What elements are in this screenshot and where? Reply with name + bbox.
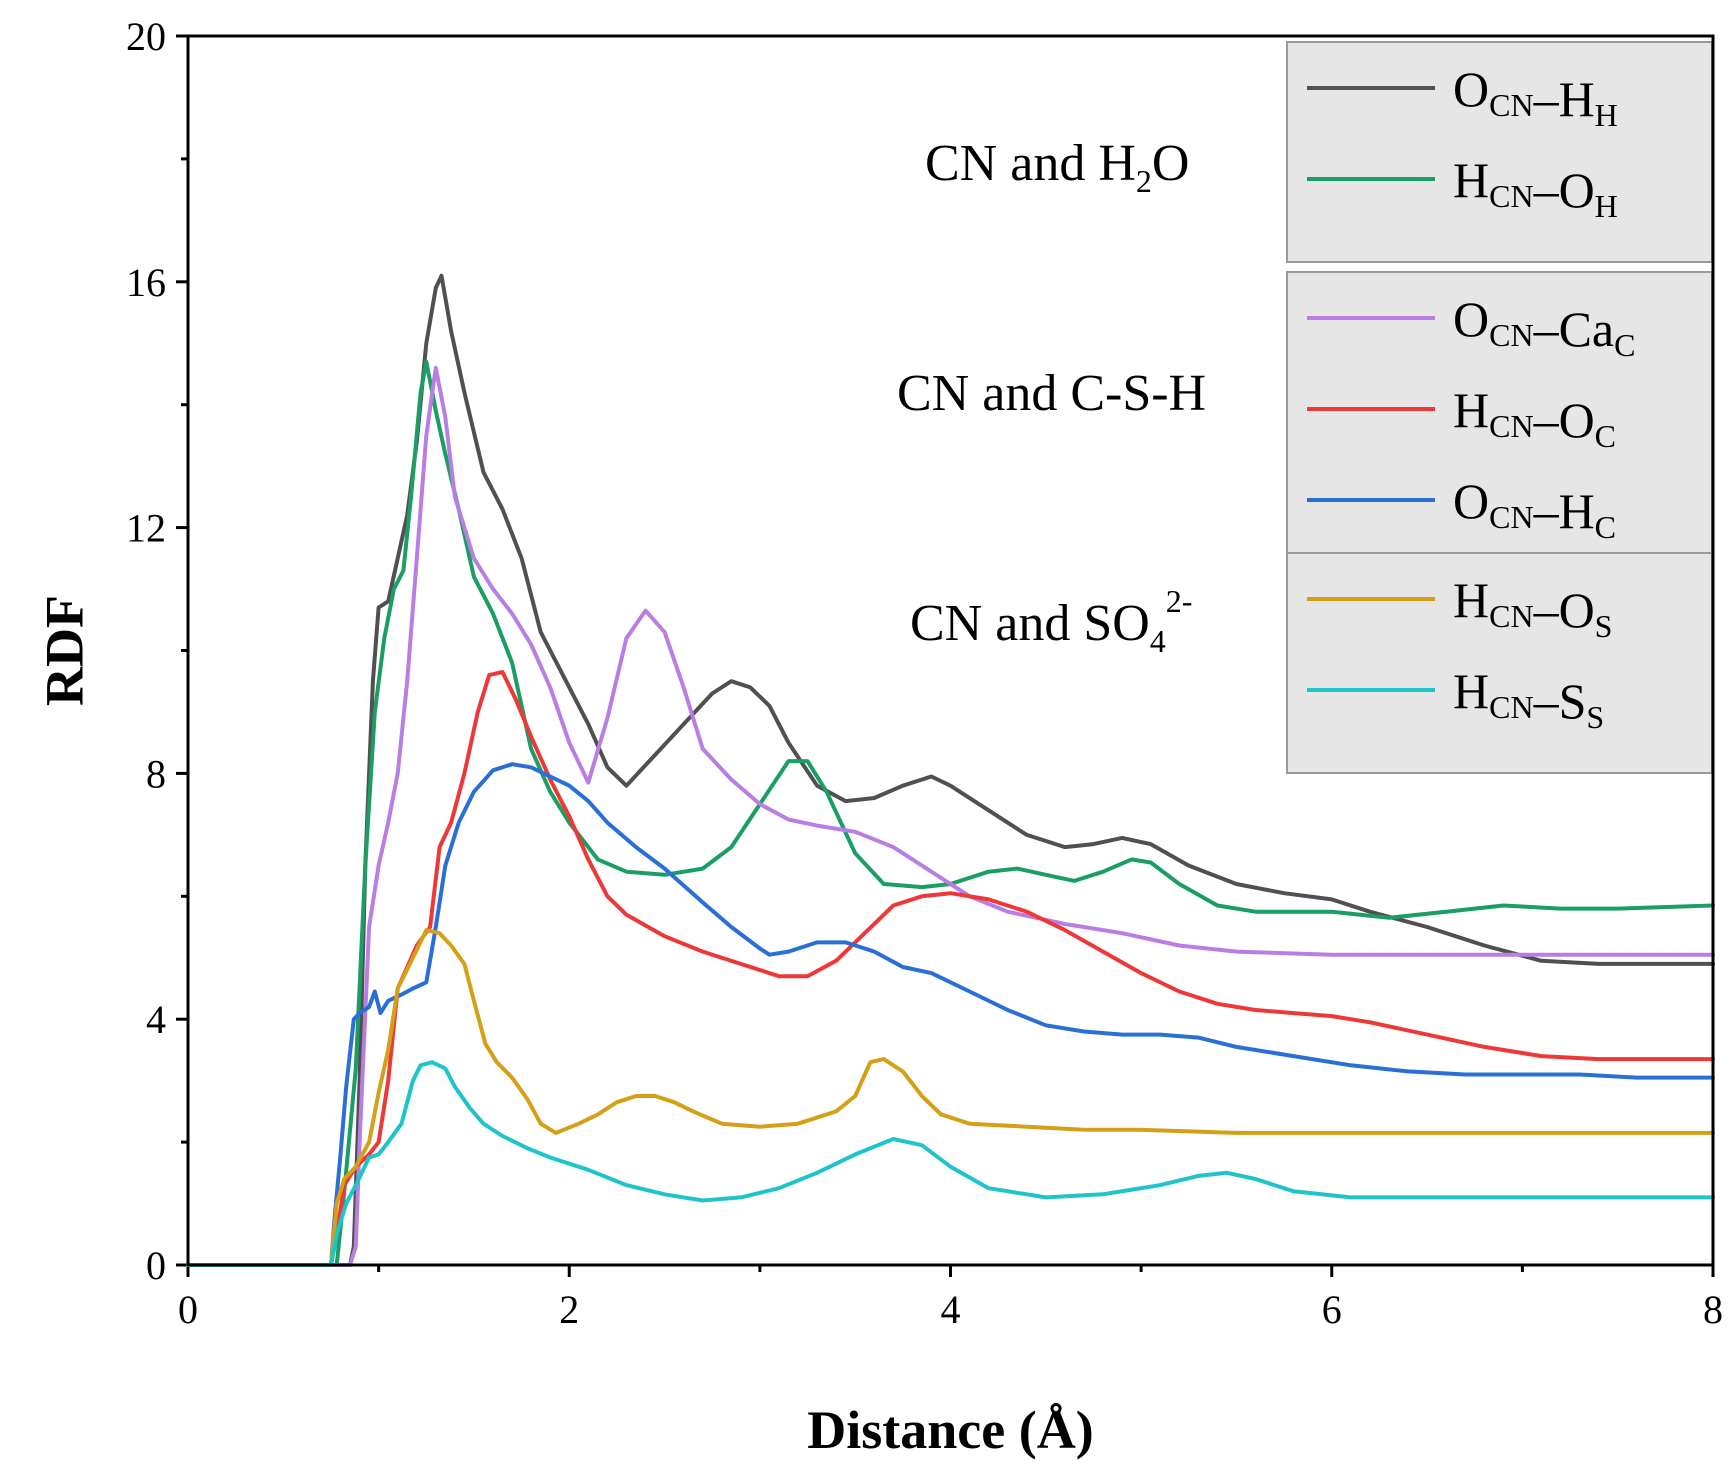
y-axis-title: RDF [34, 595, 94, 706]
y-tick-label: 16 [126, 260, 166, 305]
series-line-OCN-HH [186, 273, 1715, 1267]
x-tick-label: 8 [1703, 1287, 1723, 1332]
y-tick-label: 8 [146, 751, 166, 796]
series-line-OCN-HC [186, 762, 1715, 1267]
group-labels: CN and H2O CN and C-S-H CN and SO42- [897, 135, 1206, 659]
group-label: CN and SO42- [910, 583, 1192, 659]
series-line-HCN-SS [186, 1060, 1715, 1267]
group-label: CN and C-S-H [897, 365, 1206, 422]
x-tick-label: 4 [941, 1287, 961, 1332]
legend-entry: OCN–HC [1453, 473, 1616, 545]
series-line-HCN-OS [186, 928, 1715, 1267]
legend-entry: OCN–CaC [1453, 291, 1635, 363]
group-label: CN and H2O [925, 135, 1189, 199]
legend-entry: HCN–SS [1453, 663, 1604, 735]
y-tick-label: 4 [146, 997, 166, 1042]
legend-entry: HCN–OH [1453, 152, 1618, 224]
x-tick-label: 2 [559, 1287, 579, 1332]
y-tick-label: 0 [146, 1243, 166, 1288]
x-axis-title: Distance (Å) [807, 1400, 1093, 1460]
legend-box [1286, 552, 1713, 774]
legend-box [1286, 41, 1713, 263]
series-line-HCN-OH [186, 359, 1715, 1267]
x-tick-label: 6 [1322, 1287, 1342, 1332]
legend-entry: OCN–HH [1453, 61, 1618, 133]
x-tick-label: 0 [178, 1287, 198, 1332]
legend-entry: HCN–OC [1453, 382, 1616, 454]
legend-entry: HCN–OS [1453, 572, 1612, 644]
y-tick-label: 12 [126, 506, 166, 551]
y-tick-label: 20 [126, 14, 166, 59]
plot-frame [186, 34, 1715, 1267]
legend-box [1286, 271, 1713, 584]
series-layer [186, 273, 1715, 1267]
axis-ticks: 0 2 4 6 8 0 4 8 12 16 20 [126, 14, 1723, 1332]
series-line-OCN-CaC [186, 365, 1715, 1267]
legend: OCN–HH HCN–OH OCN–CaC HCN–OC OCN–HC HCN–OS HCN… [1286, 41, 1713, 774]
